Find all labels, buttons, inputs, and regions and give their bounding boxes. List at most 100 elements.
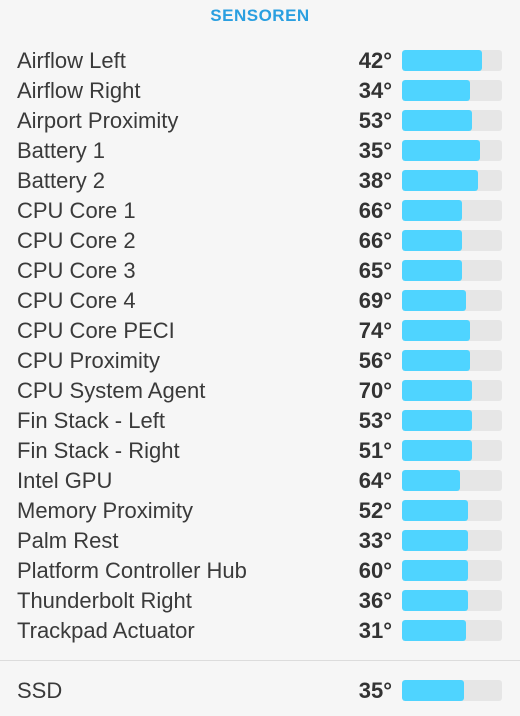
sensor-label: CPU Core 2 xyxy=(17,228,136,253)
sensor-bar-fill xyxy=(402,230,462,251)
sensor-bar xyxy=(402,230,502,251)
sensor-row: Airflow Right 34° xyxy=(0,76,520,106)
sensor-bar-fill xyxy=(402,110,472,131)
sensor-bar-fill xyxy=(402,530,468,551)
sensor-label: CPU Core 1 xyxy=(17,198,136,223)
sensor-row-ssd: SSD 35° xyxy=(0,676,520,706)
sensor-bar xyxy=(402,170,502,191)
sensor-label: CPU Proximity xyxy=(17,348,161,373)
sensor-label: Airflow Right xyxy=(17,78,141,103)
sensor-label: Battery 1 xyxy=(17,138,106,163)
sensor-bar xyxy=(402,440,502,461)
sensor-label: Memory Proximity xyxy=(17,498,194,523)
sensor-row: CPU Proximity 56° xyxy=(0,346,520,376)
sensor-value: 51° xyxy=(358,438,392,463)
sensor-bar xyxy=(402,590,502,611)
sensor-label: Fin Stack - Right xyxy=(17,438,180,463)
sensor-bar xyxy=(402,620,502,641)
sensor-label: Platform Controller Hub xyxy=(17,558,247,583)
sensor-bar xyxy=(402,290,502,311)
sensor-row: Trackpad Actuator 31° xyxy=(0,616,520,646)
sensor-label: Fin Stack - Left xyxy=(17,408,165,433)
sensor-value: 38° xyxy=(358,168,392,193)
sensor-bar-fill xyxy=(402,440,472,461)
sensor-value: 31° xyxy=(358,618,392,643)
sensor-row: Airflow Left 42° xyxy=(0,46,520,76)
sensor-bar xyxy=(402,140,502,161)
sensor-row: Thunderbolt Right 36° xyxy=(0,586,520,616)
sensor-list: Airflow Left 42° Airflow Right 34° Airport P… xyxy=(0,46,520,646)
sensor-row: Fin Stack - Left 53° xyxy=(0,406,520,436)
sensor-row: CPU Core 1 66° xyxy=(0,196,520,226)
sensor-value: 65° xyxy=(358,258,392,283)
sensor-value: 53° xyxy=(358,108,392,133)
sensor-bar-fill xyxy=(402,590,468,611)
sensor-bar xyxy=(402,500,502,521)
sensor-value: 36° xyxy=(358,588,392,613)
sensor-value: 33° xyxy=(358,528,392,553)
sensor-bar xyxy=(402,80,502,101)
sensor-bar xyxy=(402,260,502,281)
sensor-bar-fill xyxy=(402,50,482,71)
sensor-label: Thunderbolt Right xyxy=(17,588,192,613)
sensor-value: 64° xyxy=(358,468,392,493)
sensor-label: CPU Core 3 xyxy=(17,258,136,283)
sensor-bar xyxy=(402,680,502,701)
sensor-value: 34° xyxy=(358,78,392,103)
sensor-bar xyxy=(402,110,502,131)
sensor-row: CPU Core PECI 74° xyxy=(0,316,520,346)
section-header: SENSOREN xyxy=(0,6,520,28)
sensor-bar-fill xyxy=(402,200,462,221)
sensor-row: Airport Proximity 53° xyxy=(0,106,520,136)
sensor-value: 60° xyxy=(358,558,392,583)
sensor-value: 42° xyxy=(358,48,392,73)
sensor-bar-fill xyxy=(402,470,460,491)
sensor-row: Fin Stack - Right 51° xyxy=(0,436,520,466)
sensor-bar xyxy=(402,200,502,221)
sensor-value: 35° xyxy=(358,678,392,703)
sensor-bar-fill xyxy=(402,290,466,311)
sensor-bar-fill xyxy=(402,80,470,101)
sensor-bar xyxy=(402,350,502,371)
sensor-label: CPU Core 4 xyxy=(17,288,136,313)
sensor-bar-fill xyxy=(402,680,464,701)
sensor-bar xyxy=(402,530,502,551)
sensor-bar xyxy=(402,320,502,341)
sensor-bar-fill xyxy=(402,560,468,581)
sensor-label: Intel GPU xyxy=(17,468,113,493)
sensor-value: 52° xyxy=(358,498,392,523)
sensor-row: Platform Controller Hub 60° xyxy=(0,556,520,586)
sensor-value: 74° xyxy=(358,318,392,343)
sensor-bar-fill xyxy=(402,170,478,191)
sensor-label: Airflow Left xyxy=(17,48,126,73)
sensor-value: 35° xyxy=(358,138,392,163)
sensor-label: Airport Proximity xyxy=(17,108,179,133)
sensor-row: Battery 2 38° xyxy=(0,166,520,196)
sensor-bar-fill xyxy=(402,260,462,281)
sensor-bar-fill xyxy=(402,380,472,401)
ssd-section: SSD 35° xyxy=(0,676,520,706)
sensor-bar-fill xyxy=(402,500,468,521)
sensor-bar-fill xyxy=(402,620,466,641)
divider xyxy=(0,660,520,661)
sensor-bar xyxy=(402,50,502,71)
sensor-bar xyxy=(402,470,502,491)
sensor-value: 56° xyxy=(358,348,392,373)
sensor-bar-fill xyxy=(402,320,470,341)
sensor-row: Battery 1 35° xyxy=(0,136,520,166)
sensor-label: Trackpad Actuator xyxy=(17,618,195,643)
sensor-row: CPU Core 4 69° xyxy=(0,286,520,316)
section-title: SENSOREN xyxy=(210,6,310,25)
sensor-label: Battery 2 xyxy=(17,168,106,193)
sensor-label: CPU System Agent xyxy=(17,378,206,403)
sensor-row: CPU Core 3 65° xyxy=(0,256,520,286)
sensor-value: 66° xyxy=(358,198,392,223)
sensor-bar-fill xyxy=(402,350,470,371)
sensor-value: 70° xyxy=(358,378,392,403)
sensor-label: CPU Core PECI xyxy=(17,318,175,343)
sensor-value: 66° xyxy=(358,228,392,253)
sensor-value: 53° xyxy=(358,408,392,433)
sensor-bar-fill xyxy=(402,140,480,161)
sensor-label: Palm Rest xyxy=(17,528,119,553)
sensor-bar xyxy=(402,410,502,431)
